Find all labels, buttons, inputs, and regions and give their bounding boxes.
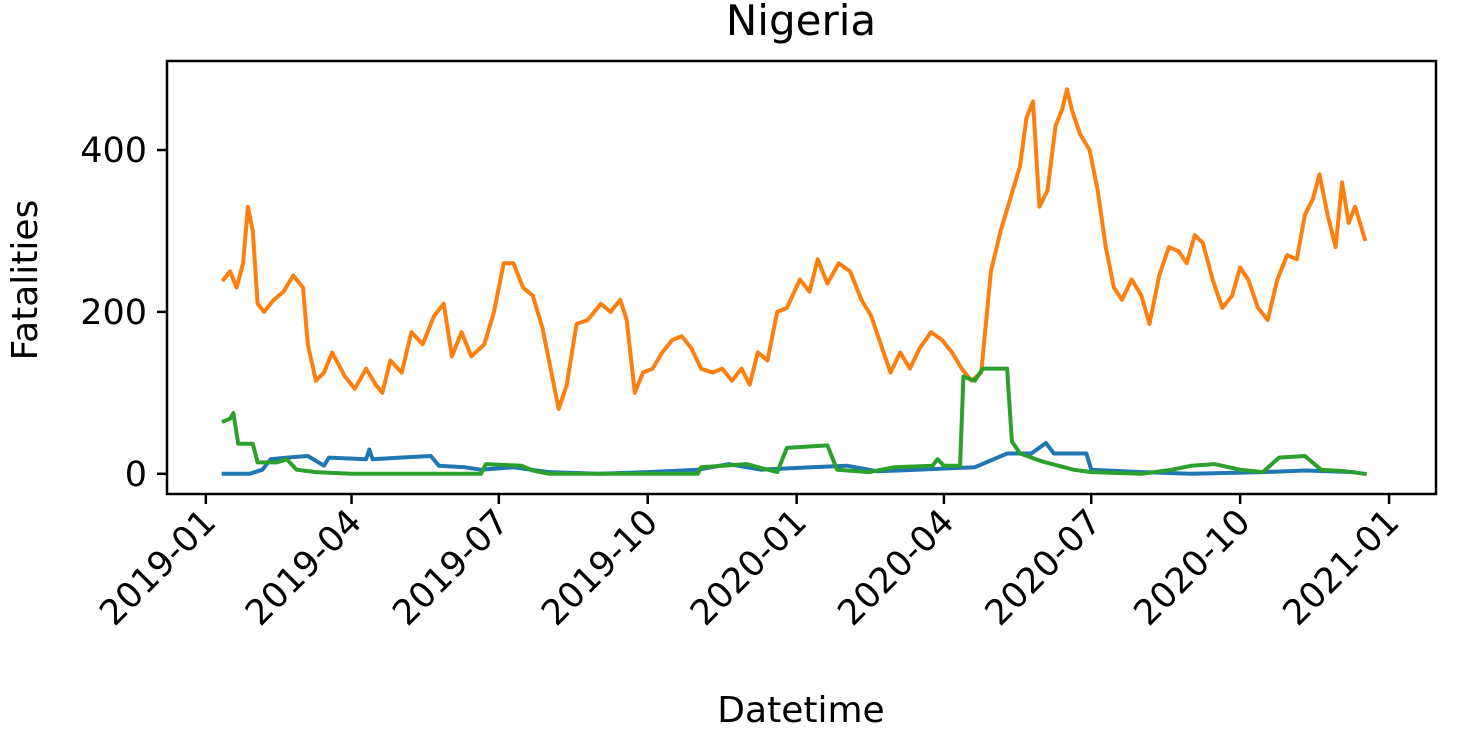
x-tick-label: 2019-04 — [238, 502, 370, 634]
x-axis-label: Datetime — [717, 690, 884, 731]
x-tick-label: 2021-01 — [1276, 502, 1408, 634]
x-tick-label: 2019-10 — [534, 502, 666, 634]
x-tick-label: 2019-07 — [385, 502, 517, 634]
series-line-3 — [221, 366, 1368, 477]
x-tick-label: 2020-01 — [683, 502, 815, 634]
x-tick-label: 2019-01 — [92, 502, 224, 634]
y-tick-label: 400 — [80, 131, 147, 171]
y-tick-label: 200 — [80, 293, 147, 333]
series-line-2 — [220, 87, 1368, 411]
x-tick-label: 2020-04 — [831, 502, 963, 634]
plot-frame — [165, 59, 1438, 496]
plot-area — [220, 87, 1368, 477]
x-tick-label: 2020-07 — [978, 502, 1110, 634]
y-tick-label: 0 — [125, 455, 147, 495]
x-tick-label: 2020-10 — [1127, 502, 1259, 634]
x-axis: 2019-01 2019-04 2019-07 2019-10 2020-01 2020-… — [92, 494, 1407, 634]
y-axis: 0 200 400 — [80, 131, 167, 495]
y-axis-label: Fatalities — [5, 200, 46, 361]
chart-title: Nigeria — [726, 0, 876, 45]
